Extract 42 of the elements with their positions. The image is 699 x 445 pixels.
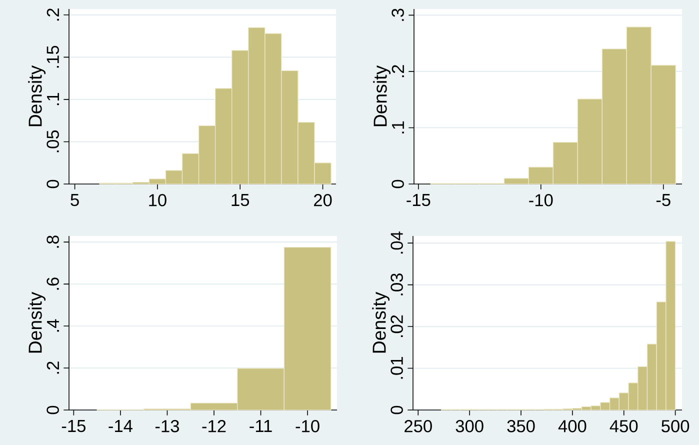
y-tick-label: 0: [46, 406, 59, 414]
x-tick-label: -12: [202, 420, 226, 432]
x-tick-label: -10: [296, 420, 320, 432]
x-tick-label: -13: [155, 420, 179, 432]
y-tick-label: .01: [390, 357, 403, 379]
y-tick-label: .03: [390, 274, 403, 296]
y-tick-label: .6: [46, 278, 59, 290]
x-tick-label: -14: [108, 420, 132, 432]
y-tick-label: .4: [47, 319, 59, 332]
y-tick-label: .02: [390, 315, 403, 337]
y-tick-label: 0: [392, 180, 404, 188]
x-tick-label: -15: [406, 194, 430, 206]
y-tick-label: 0: [390, 406, 403, 414]
y-tick-label: .8: [46, 236, 59, 248]
x-tick-label: -11: [250, 420, 272, 432]
x-tick-label: -15: [62, 420, 86, 432]
y-tick-label: .15: [46, 46, 59, 68]
x-tick-label: -5: [656, 194, 670, 206]
y-axis-title: Density: [372, 292, 390, 353]
y-tick-label: .1: [392, 121, 404, 134]
y-tick-label: .2: [46, 8, 59, 21]
y-tick-label: .3: [392, 8, 404, 21]
x-tick-label: 300: [456, 420, 484, 432]
x-tick-label: 15: [232, 194, 250, 206]
x-tick-label: 20: [314, 194, 332, 206]
y-tick-label: .04: [390, 232, 403, 254]
x-tick-label: 250: [404, 420, 432, 432]
y-axis-title: Density: [28, 65, 46, 126]
x-tick-label: 10: [149, 194, 166, 206]
x-tick-label: 450: [610, 420, 638, 432]
x-tick-label: 400: [558, 420, 586, 432]
y-tick-label: .1: [47, 93, 59, 106]
y-tick-label: .2: [46, 362, 59, 374]
y-axis-title: Density: [28, 292, 46, 353]
x-tick-label: 350: [507, 420, 535, 432]
x-tick-label: -10: [529, 194, 553, 206]
y-tick-label: .2: [392, 65, 404, 78]
y-axis-title: Density: [373, 65, 391, 126]
y-tick-label: .05: [46, 130, 59, 152]
x-tick-label: 500: [662, 420, 690, 432]
y-tick-label: 0: [46, 180, 59, 188]
x-tick-label: 5: [70, 194, 79, 206]
